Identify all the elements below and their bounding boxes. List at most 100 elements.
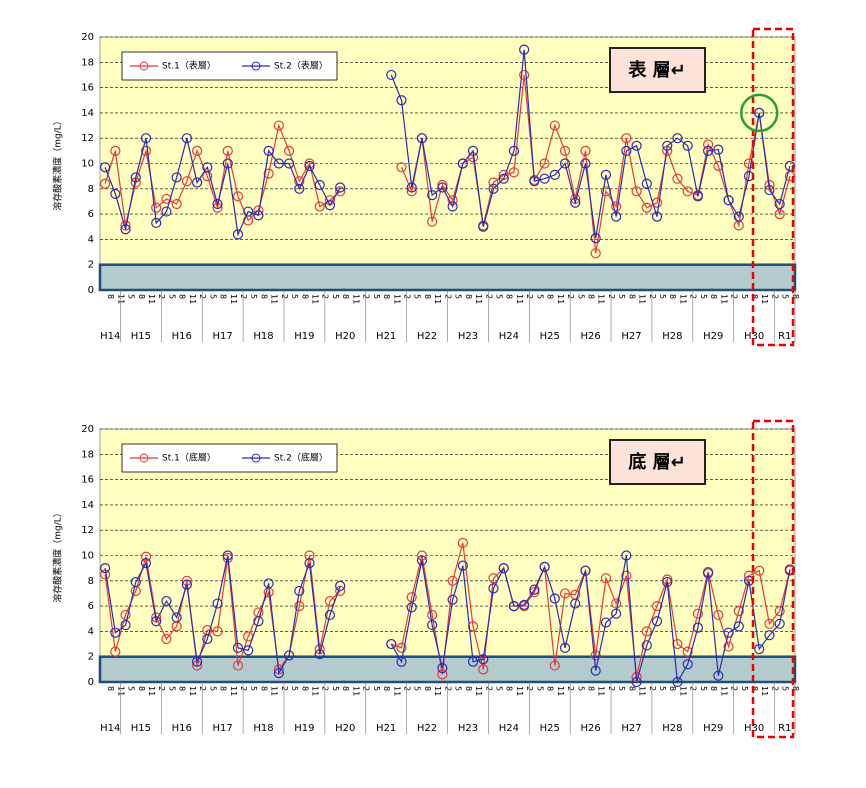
data-point xyxy=(621,145,632,156)
x-group-label: H18 xyxy=(253,723,273,734)
data-point xyxy=(304,160,315,172)
x-tick-label: 2 xyxy=(730,294,739,299)
x-group-label: H14 xyxy=(100,723,120,734)
x-tick-label: 8 xyxy=(300,686,309,691)
x-group-label: H20 xyxy=(335,723,355,734)
x-tick-label: 8 xyxy=(137,294,146,299)
data-point xyxy=(273,158,284,169)
x-tick-label: 8 xyxy=(709,294,718,299)
data-point xyxy=(396,162,407,173)
x-tick-label: 8 xyxy=(546,686,555,691)
x-tick-label: 11 xyxy=(270,686,279,696)
legend-label: St.1（底層） xyxy=(162,452,216,464)
x-group-label: H30 xyxy=(744,723,764,734)
data-point xyxy=(161,633,172,645)
x-group-label: H17 xyxy=(213,723,233,734)
x-group-label: H16 xyxy=(172,331,192,342)
x-tick-label: 8 xyxy=(505,294,514,299)
data-point xyxy=(519,44,530,55)
data-point xyxy=(294,585,305,597)
data-point xyxy=(713,160,724,172)
x-tick-label: 5 xyxy=(699,294,708,299)
data-point xyxy=(498,563,509,574)
data-point xyxy=(304,158,315,169)
data-point xyxy=(263,145,274,156)
data-point xyxy=(283,158,295,169)
y-tick-label: 2 xyxy=(88,260,94,271)
data-point xyxy=(692,191,704,202)
x-tick-label: 11 xyxy=(638,294,647,304)
legend-marker xyxy=(251,61,261,71)
y-axis-label: 溶存酸素濃度（mg/L） xyxy=(52,116,64,211)
data-point xyxy=(713,144,724,155)
data-point xyxy=(784,564,795,575)
y-tick-label: 14 xyxy=(81,500,94,511)
data-point xyxy=(324,200,336,211)
data-point xyxy=(508,167,520,178)
data-point xyxy=(130,172,141,183)
x-tick-label: 5 xyxy=(494,294,503,299)
x-tick-label: 11 xyxy=(392,294,401,304)
x-tick-label: 5 xyxy=(249,294,258,299)
x-tick-label: 2 xyxy=(157,686,166,691)
y-tick-label: 4 xyxy=(88,234,94,245)
x-tick-label: 5 xyxy=(331,294,340,299)
data-point xyxy=(467,656,479,667)
annotation: 底 層↵ xyxy=(628,451,685,473)
data-point xyxy=(140,133,152,144)
data-point xyxy=(294,176,305,187)
data-point xyxy=(723,627,734,638)
data-point xyxy=(651,211,663,222)
data-point xyxy=(508,600,520,612)
x-tick-label: 2 xyxy=(239,294,248,299)
data-point xyxy=(110,145,121,156)
data-point xyxy=(457,537,468,548)
x-tick-label: 5 xyxy=(494,686,503,691)
x-tick-label: 5 xyxy=(413,294,422,299)
x-tick-label: 11 xyxy=(678,294,687,304)
x-group-label: H15 xyxy=(131,723,151,734)
data-point xyxy=(774,209,785,220)
data-point xyxy=(427,190,438,201)
x-tick-label: 8 xyxy=(382,294,391,299)
x-tick-label: 8 xyxy=(464,294,473,299)
annotation: 表 層↵ xyxy=(628,59,685,81)
x-tick-label: 5 xyxy=(454,294,463,299)
x-group-label: H22 xyxy=(417,723,437,734)
x-tick-label: 8 xyxy=(464,686,473,691)
data-point xyxy=(703,568,714,579)
data-point xyxy=(703,145,714,156)
data-point xyxy=(713,670,724,681)
x-tick-label: 2 xyxy=(525,294,534,299)
x-tick-label: 2 xyxy=(321,294,330,299)
data-point xyxy=(580,145,591,156)
x-tick-label: 8 xyxy=(106,294,115,299)
data-point xyxy=(304,557,315,569)
x-group-label: H21 xyxy=(376,331,396,342)
x-tick-label: 5 xyxy=(208,294,217,299)
data-point xyxy=(478,654,489,665)
data-point xyxy=(140,551,152,562)
data-point xyxy=(181,133,192,144)
x-tick-label: 5 xyxy=(535,686,544,691)
data-point xyxy=(508,145,520,156)
data-point xyxy=(253,616,264,627)
data-point xyxy=(580,565,591,576)
x-tick-label: 2 xyxy=(730,686,739,691)
data-point xyxy=(253,210,264,221)
x-tick-label: 5 xyxy=(781,686,790,691)
data-point xyxy=(100,162,111,173)
x-group-label: H27 xyxy=(621,723,641,734)
data-point xyxy=(161,595,172,607)
x-tick-label: 2 xyxy=(770,294,779,299)
data-point xyxy=(120,220,131,231)
data-point xyxy=(191,177,203,188)
data-point xyxy=(559,642,571,653)
data-point xyxy=(478,664,489,675)
x-tick-label: 11 xyxy=(760,686,769,696)
data-point xyxy=(100,563,111,574)
data-point xyxy=(549,169,560,180)
data-point xyxy=(243,206,254,217)
x-tick-label: 2 xyxy=(362,294,371,299)
x-group-label: H27 xyxy=(621,331,641,342)
